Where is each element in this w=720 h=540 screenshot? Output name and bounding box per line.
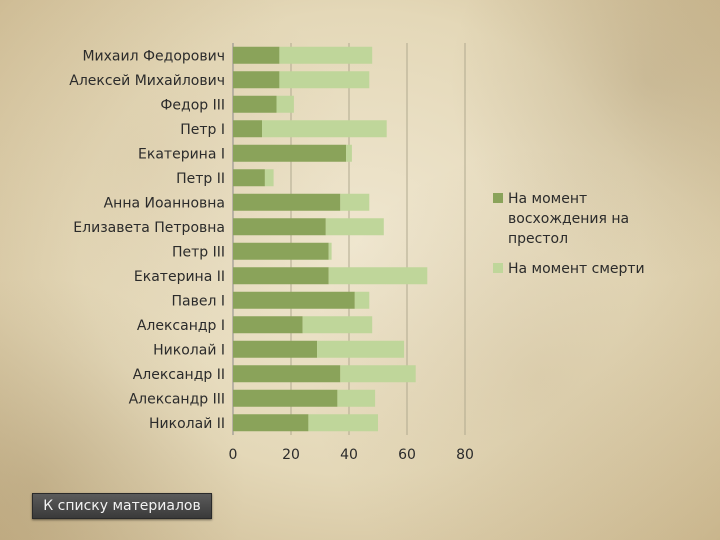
bar-death — [302, 316, 373, 334]
category-label: Екатерина II — [134, 269, 225, 285]
category-label: Петр II — [176, 171, 225, 187]
bar-accession — [233, 218, 326, 236]
bar-accession — [233, 46, 280, 64]
category-label: Михаил Федорович — [82, 48, 225, 64]
bar-death — [328, 267, 428, 285]
bar-accession — [233, 316, 303, 334]
bar-death — [340, 365, 416, 383]
bar-accession — [233, 389, 338, 407]
legend-swatch — [493, 263, 503, 273]
bar-death — [279, 71, 370, 89]
category-label: Алексей Михайлович — [69, 73, 225, 89]
bar-accession — [233, 193, 341, 211]
bar-death — [317, 340, 405, 358]
bar-accession — [233, 340, 318, 358]
bar-accession — [233, 291, 355, 309]
bar-accession — [233, 242, 329, 260]
category-label: Павел I — [172, 293, 226, 309]
bar-accession — [233, 71, 280, 89]
category-label: Николай I — [153, 342, 225, 358]
legend-label: На момент смерти — [508, 261, 645, 277]
x-tick-label: 40 — [340, 447, 358, 463]
bar-death — [346, 144, 352, 162]
legend-swatch — [493, 193, 503, 203]
bar-death — [325, 218, 384, 236]
category-label: Петр III — [172, 244, 225, 260]
bar-accession — [233, 169, 265, 187]
bar-accession — [233, 267, 329, 285]
category-label: Анна Иоанновна — [104, 195, 225, 211]
bar-death — [276, 95, 294, 113]
bar-accession — [233, 95, 277, 113]
bar-death — [328, 242, 332, 260]
category-label: Александр I — [137, 318, 225, 334]
bar-accession — [233, 365, 341, 383]
category-label: Елизавета Петровна — [73, 220, 225, 236]
bar-death — [262, 120, 387, 138]
bar-death — [308, 414, 378, 432]
bar-accession — [233, 144, 347, 162]
legend-label: На момент восхождения на престол — [508, 191, 629, 247]
x-tick-label: 0 — [229, 447, 238, 463]
bar-death — [337, 389, 376, 407]
x-tick-label: 20 — [282, 447, 300, 463]
x-tick-label: 60 — [398, 447, 416, 463]
bar-death — [264, 169, 274, 187]
bar-accession — [233, 120, 262, 138]
bar-death — [354, 291, 370, 309]
x-tick-label: 80 — [456, 447, 474, 463]
category-label: Николай II — [149, 416, 225, 432]
category-label: Александр II — [133, 367, 225, 383]
bar-accession — [233, 414, 309, 432]
category-label: Петр I — [180, 122, 225, 138]
category-label: Александр III — [129, 391, 225, 407]
bar-death — [340, 193, 370, 211]
bar-death — [279, 46, 373, 64]
back-to-materials-button[interactable]: К списку материалов — [32, 493, 212, 519]
category-label: Федор III — [160, 97, 225, 113]
category-label: Екатерина I — [138, 146, 225, 162]
